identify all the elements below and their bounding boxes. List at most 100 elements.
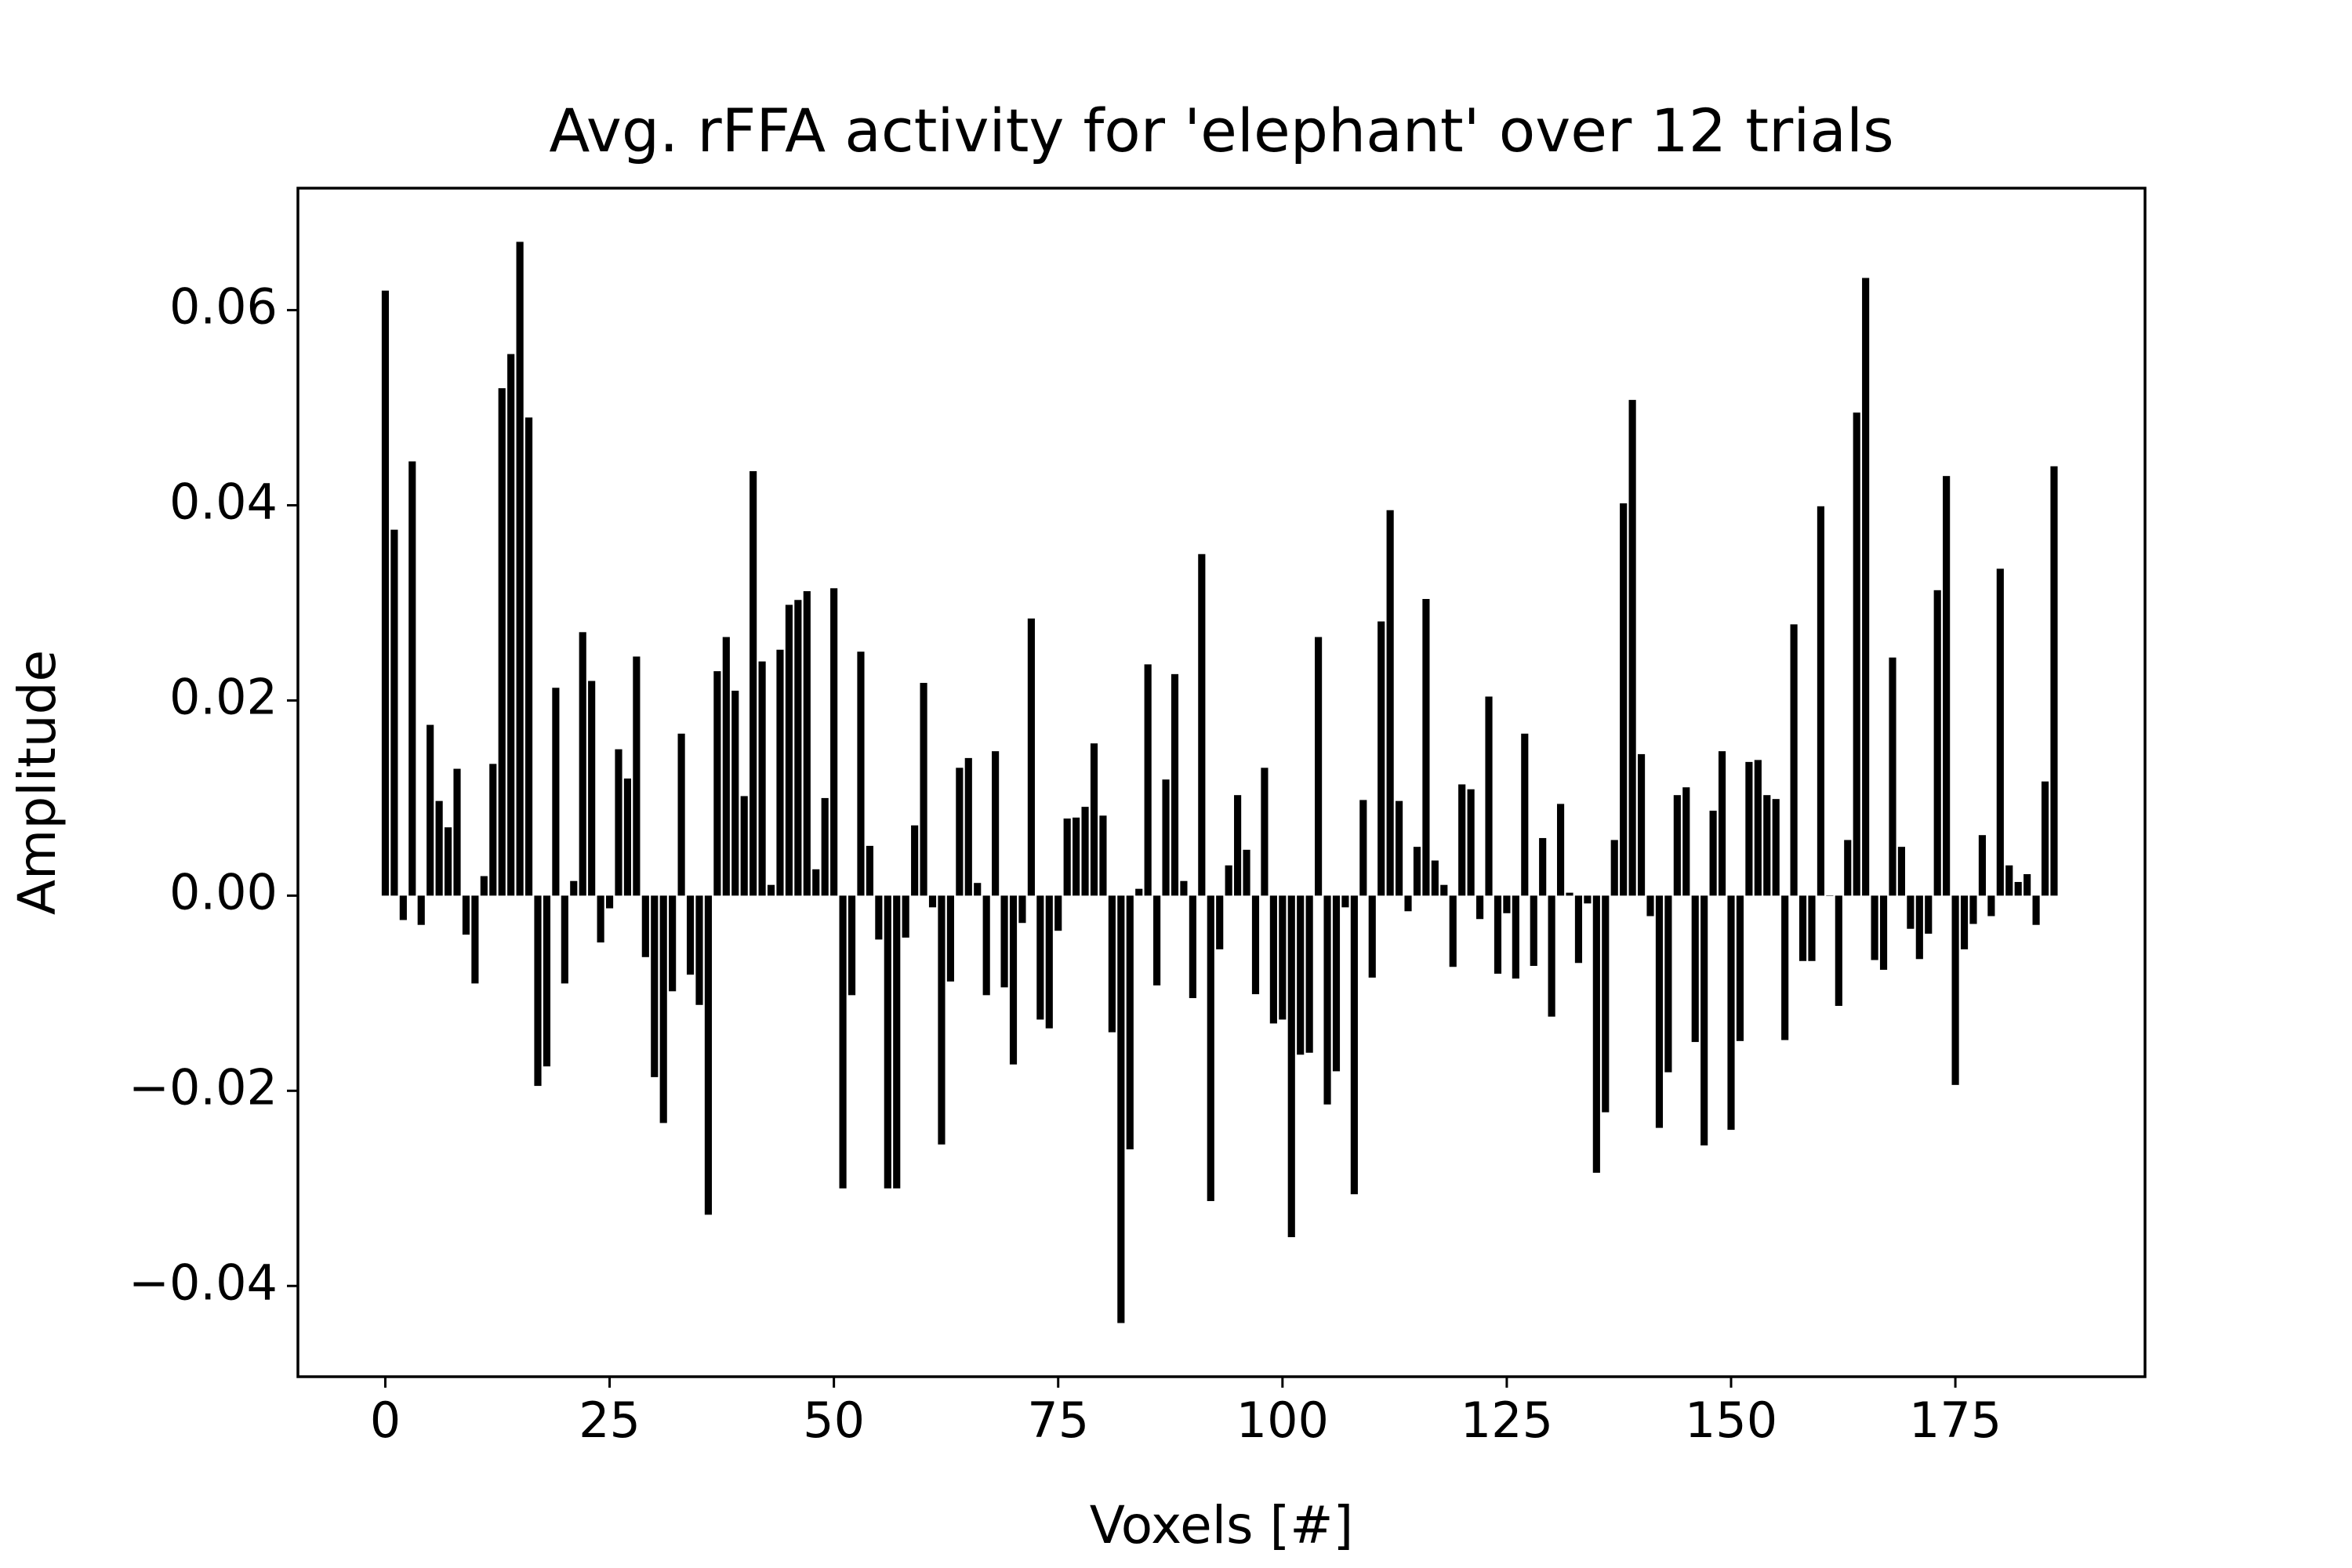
bar (1063, 818, 1071, 896)
bar (570, 880, 578, 896)
bar (1754, 760, 1762, 896)
bar (1135, 888, 1143, 896)
bar (1798, 895, 1807, 961)
bar (1234, 795, 1242, 896)
bar (902, 895, 909, 938)
bar (390, 529, 398, 896)
bar (1646, 895, 1654, 916)
bar (1781, 895, 1789, 1040)
bar (1835, 895, 1842, 1007)
bar (1907, 895, 1915, 929)
bar (2014, 881, 2022, 896)
y-tick-label: 0.06 (169, 278, 278, 336)
bar (2024, 873, 2031, 896)
bar (1207, 895, 1214, 1201)
bar (1099, 815, 1107, 896)
bar (1844, 840, 1852, 896)
bar (1440, 884, 1448, 896)
x-tick-label: 0 (370, 1392, 401, 1449)
bar (381, 290, 390, 896)
bar (579, 632, 586, 896)
bar (1054, 895, 1062, 931)
plot-frame (296, 187, 2147, 1378)
bar (1637, 753, 1646, 896)
bar (695, 895, 703, 1005)
bar (1871, 895, 1878, 960)
bar (462, 895, 470, 935)
bar (1009, 895, 1018, 1065)
bar (785, 604, 793, 896)
bar (1305, 895, 1313, 1053)
bar (1709, 811, 1717, 896)
bar (426, 724, 434, 896)
bar (1943, 476, 1951, 896)
bar (1862, 278, 1870, 896)
bar (489, 764, 497, 896)
bar (1826, 895, 1834, 896)
bar (946, 895, 954, 982)
bar (1315, 637, 1323, 896)
bar (1090, 743, 1098, 896)
bar (803, 591, 811, 896)
bar (2032, 895, 2040, 925)
x-tick-label: 100 (1236, 1392, 1329, 1449)
bar (1736, 895, 1744, 1041)
bar (1933, 590, 1941, 896)
bar (1404, 895, 1412, 912)
bar (2050, 466, 2058, 896)
x-axis-label: Voxels [#] (1090, 1495, 1354, 1555)
bar (1396, 800, 1403, 896)
bar (1925, 895, 1933, 934)
bar (659, 895, 667, 1123)
bar (1323, 895, 1331, 1105)
bar (1628, 400, 1636, 896)
bar (1287, 895, 1295, 1238)
bar (857, 652, 865, 896)
bar (1171, 673, 1179, 896)
bar (534, 895, 542, 1087)
bar (1251, 895, 1260, 995)
bar (920, 683, 927, 896)
bar (1117, 895, 1125, 1323)
bar (821, 797, 829, 896)
bar (1144, 664, 1152, 896)
bar (839, 895, 847, 1189)
x-tick-label: 175 (1909, 1392, 2002, 1449)
bar (893, 895, 901, 1189)
bar (444, 827, 452, 896)
bar (1413, 847, 1421, 896)
bar (471, 895, 479, 984)
bar (731, 691, 739, 896)
bar (1987, 895, 1995, 916)
bar (669, 895, 677, 992)
bar (1458, 784, 1466, 896)
bar (1808, 895, 1816, 961)
bar (1682, 787, 1690, 896)
bar (1951, 895, 1959, 1085)
bar (1889, 657, 1896, 896)
bar (1225, 865, 1232, 896)
bar (1790, 624, 1798, 896)
bar (516, 241, 524, 896)
bar (767, 884, 775, 896)
bar (417, 895, 425, 925)
bar (524, 417, 533, 896)
bar (1548, 895, 1555, 1017)
bar (1897, 847, 1905, 896)
bar (641, 895, 649, 957)
bar (623, 779, 632, 896)
bar (982, 895, 990, 996)
bar (1763, 795, 1771, 896)
bar (1879, 895, 1888, 970)
y-tick-label: 0.04 (169, 474, 278, 531)
bar (830, 588, 838, 896)
bar (1368, 895, 1376, 978)
x-tick-label: 25 (579, 1392, 641, 1449)
bar (408, 461, 416, 896)
bar (1422, 599, 1430, 896)
bar (750, 470, 757, 896)
bar (1359, 800, 1367, 896)
bar (543, 895, 551, 1067)
bar (1261, 768, 1269, 896)
bar (1386, 510, 1394, 896)
